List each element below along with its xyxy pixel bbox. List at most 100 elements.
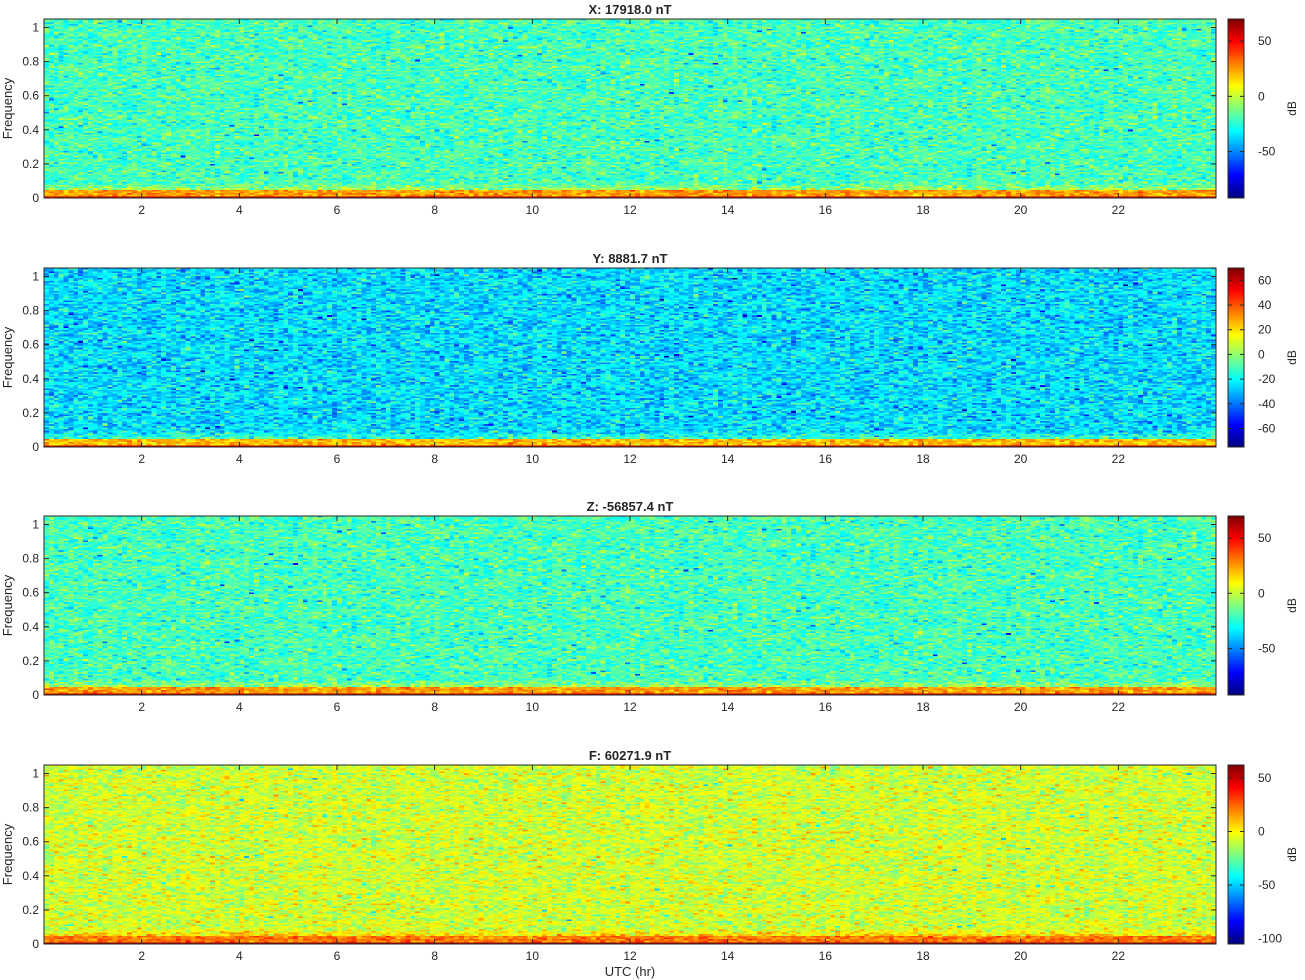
x-tick-label: 2 — [138, 452, 145, 466]
y-tick-label: 0.6 — [22, 586, 39, 600]
y-tick-label: 0.8 — [22, 55, 39, 69]
y-tick-label: 0.8 — [22, 801, 39, 815]
x-tick-label: 10 — [526, 452, 540, 466]
y-axis-label: Frequency — [0, 574, 15, 636]
x-tick-label: 6 — [334, 203, 341, 217]
spectrogram-image — [44, 516, 1216, 695]
y-tick-label: 0.4 — [22, 372, 39, 386]
panel-title: Z: -56857.4 nT — [587, 499, 674, 514]
y-tick-label: 0.4 — [22, 620, 39, 634]
x-tick-label: 6 — [334, 452, 341, 466]
y-tick-label: 0.8 — [22, 304, 39, 318]
y-axis-label: Frequency — [0, 823, 15, 885]
y-tick-label: 0.2 — [22, 654, 39, 668]
y-tick-label: 1 — [32, 270, 39, 284]
colorbar-frame — [1227, 515, 1245, 696]
x-tick-label: 6 — [334, 949, 341, 963]
y-tick-label: 1 — [32, 21, 39, 35]
colorbar-gradient — [1228, 268, 1244, 447]
y-tick-label: 0.8 — [22, 552, 39, 566]
colorbar-tick-label: 50 — [1258, 531, 1272, 545]
spectrogram-image — [44, 268, 1216, 447]
x-tick-label: 8 — [431, 452, 438, 466]
y-tick-label: 0.6 — [22, 89, 39, 103]
colorbar-tick-label: -50 — [1258, 878, 1276, 892]
x-tick-label: 8 — [431, 700, 438, 714]
colorbar-tick-label: 0 — [1258, 824, 1265, 838]
y-tick-label: 0.2 — [22, 903, 39, 917]
y-tick-label: 0.2 — [22, 406, 39, 420]
x-tick-label: 6 — [334, 700, 341, 714]
x-tick-label: 10 — [526, 949, 540, 963]
x-tick-label: 18 — [916, 452, 930, 466]
x-tick-label: 12 — [623, 203, 637, 217]
spectrogram-panel-1: 2 4 6 8 10 12 14 16 18 20 22 0 0.2 0.4 0.6 0.8 1 X: 17918… — [0, 2, 1299, 217]
x-tick-label: 10 — [526, 700, 540, 714]
x-tick-label: 12 — [623, 949, 637, 963]
colorbar-tick-label: 60 — [1258, 273, 1272, 287]
colorbar-tick-label: -20 — [1258, 372, 1276, 386]
x-axis-label: UTC (hr) — [605, 964, 656, 979]
y-axis-label: Frequency — [0, 326, 15, 388]
colorbar-tick-label: 50 — [1258, 34, 1272, 48]
colorbar-label: dB — [1285, 847, 1299, 862]
x-tick-label: 12 — [623, 700, 637, 714]
x-tick-label: 22 — [1112, 452, 1126, 466]
panel-title: F: 60271.9 nT — [589, 748, 671, 763]
colorbar-tick-label: 50 — [1258, 771, 1272, 785]
spectrogram-panel-2: 2 4 6 8 10 12 14 16 18 20 22 0 0.2 0.4 0.6 0.8 1 Y: 8881.… — [0, 251, 1299, 466]
x-tick-label: 20 — [1014, 700, 1028, 714]
y-tick-label: 0.2 — [22, 157, 39, 171]
y-tick-label: 0.6 — [22, 338, 39, 352]
y-tick-label: 0 — [32, 937, 39, 951]
x-tick-label: 22 — [1112, 949, 1126, 963]
colorbar-label: dB — [1285, 350, 1299, 365]
colorbar-gradient — [1228, 765, 1244, 944]
y-tick-label: 0 — [32, 688, 39, 702]
colorbar-gradient — [1228, 516, 1244, 695]
y-tick-label: 0.4 — [22, 869, 39, 883]
x-tick-label: 2 — [138, 949, 145, 963]
x-tick-label: 4 — [236, 700, 243, 714]
x-tick-label: 20 — [1014, 203, 1028, 217]
x-tick-label: 20 — [1014, 452, 1028, 466]
x-tick-label: 16 — [819, 452, 833, 466]
y-axis-label: Frequency — [0, 77, 15, 139]
y-tick-label: 0 — [32, 440, 39, 454]
x-tick-label: 16 — [819, 949, 833, 963]
colorbar-tick-label: 0 — [1258, 586, 1265, 600]
y-tick-label: 0.4 — [22, 123, 39, 137]
y-tick-label: 1 — [32, 518, 39, 532]
x-tick-label: 10 — [526, 203, 540, 217]
spectrogram-image — [44, 765, 1216, 944]
colorbar-gradient — [1228, 19, 1244, 198]
x-tick-label: 16 — [819, 700, 833, 714]
x-tick-label: 2 — [138, 700, 145, 714]
x-tick-label: 22 — [1112, 203, 1126, 217]
x-tick-label: 8 — [431, 949, 438, 963]
spectrogram-panel-3: 2 4 6 8 10 12 14 16 18 20 22 0 0.2 0.4 0.6 0.8 1 Z: -5685… — [0, 499, 1299, 714]
x-tick-label: 20 — [1014, 949, 1028, 963]
x-tick-label: 4 — [236, 203, 243, 217]
colorbar: -60 -40 -20 0 20 40 60 dB — [1227, 267, 1299, 448]
x-tick-label: 8 — [431, 203, 438, 217]
colorbar-label: dB — [1285, 598, 1299, 613]
spectrogram-image — [44, 19, 1216, 198]
x-tick-label: 14 — [721, 452, 735, 466]
colorbar-tick-label: -40 — [1258, 397, 1276, 411]
x-tick-label: 14 — [721, 700, 735, 714]
y-tick-label: 1 — [32, 767, 39, 781]
colorbar-tick-label: -60 — [1258, 421, 1276, 435]
x-tick-label: 16 — [819, 203, 833, 217]
x-tick-label: 4 — [236, 949, 243, 963]
x-tick-label: 4 — [236, 452, 243, 466]
x-tick-label: 14 — [721, 203, 735, 217]
colorbar-frame — [1227, 764, 1245, 945]
x-tick-label: 18 — [916, 700, 930, 714]
colorbar-tick-label: 0 — [1258, 347, 1265, 361]
colorbar-tick-label: -100 — [1258, 932, 1282, 946]
colorbar-tick-label: -50 — [1258, 642, 1276, 656]
spectrogram-panel-4: 2 4 6 8 10 12 14 16 18 20 22 0 0.2 0.4 0.6 0.8 1 F: 60271… — [0, 748, 1299, 979]
colorbar: -50 0 50 dB — [1227, 515, 1299, 696]
